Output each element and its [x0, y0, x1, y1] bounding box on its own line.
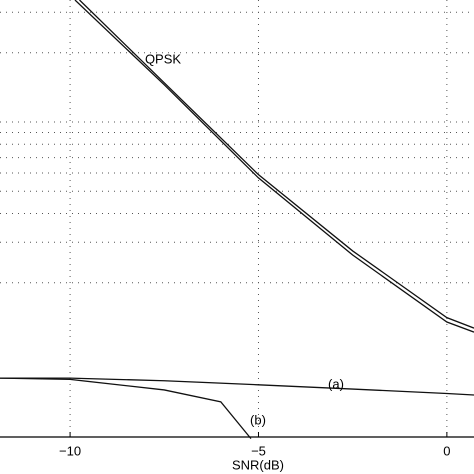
series-line [0, 377, 252, 440]
curve-label: QPSK [145, 51, 181, 66]
x-axis-label: SNR(dB) [232, 457, 284, 472]
x-tick-label: 0 [443, 443, 450, 458]
x-tick-label: −10 [59, 443, 81, 458]
curve-label: (a) [328, 376, 344, 391]
series-line [79, 0, 474, 329]
series-line [74, 0, 474, 333]
curve-label: (b) [250, 412, 266, 427]
x-tick-label: −5 [251, 443, 266, 458]
series-line [0, 377, 474, 396]
